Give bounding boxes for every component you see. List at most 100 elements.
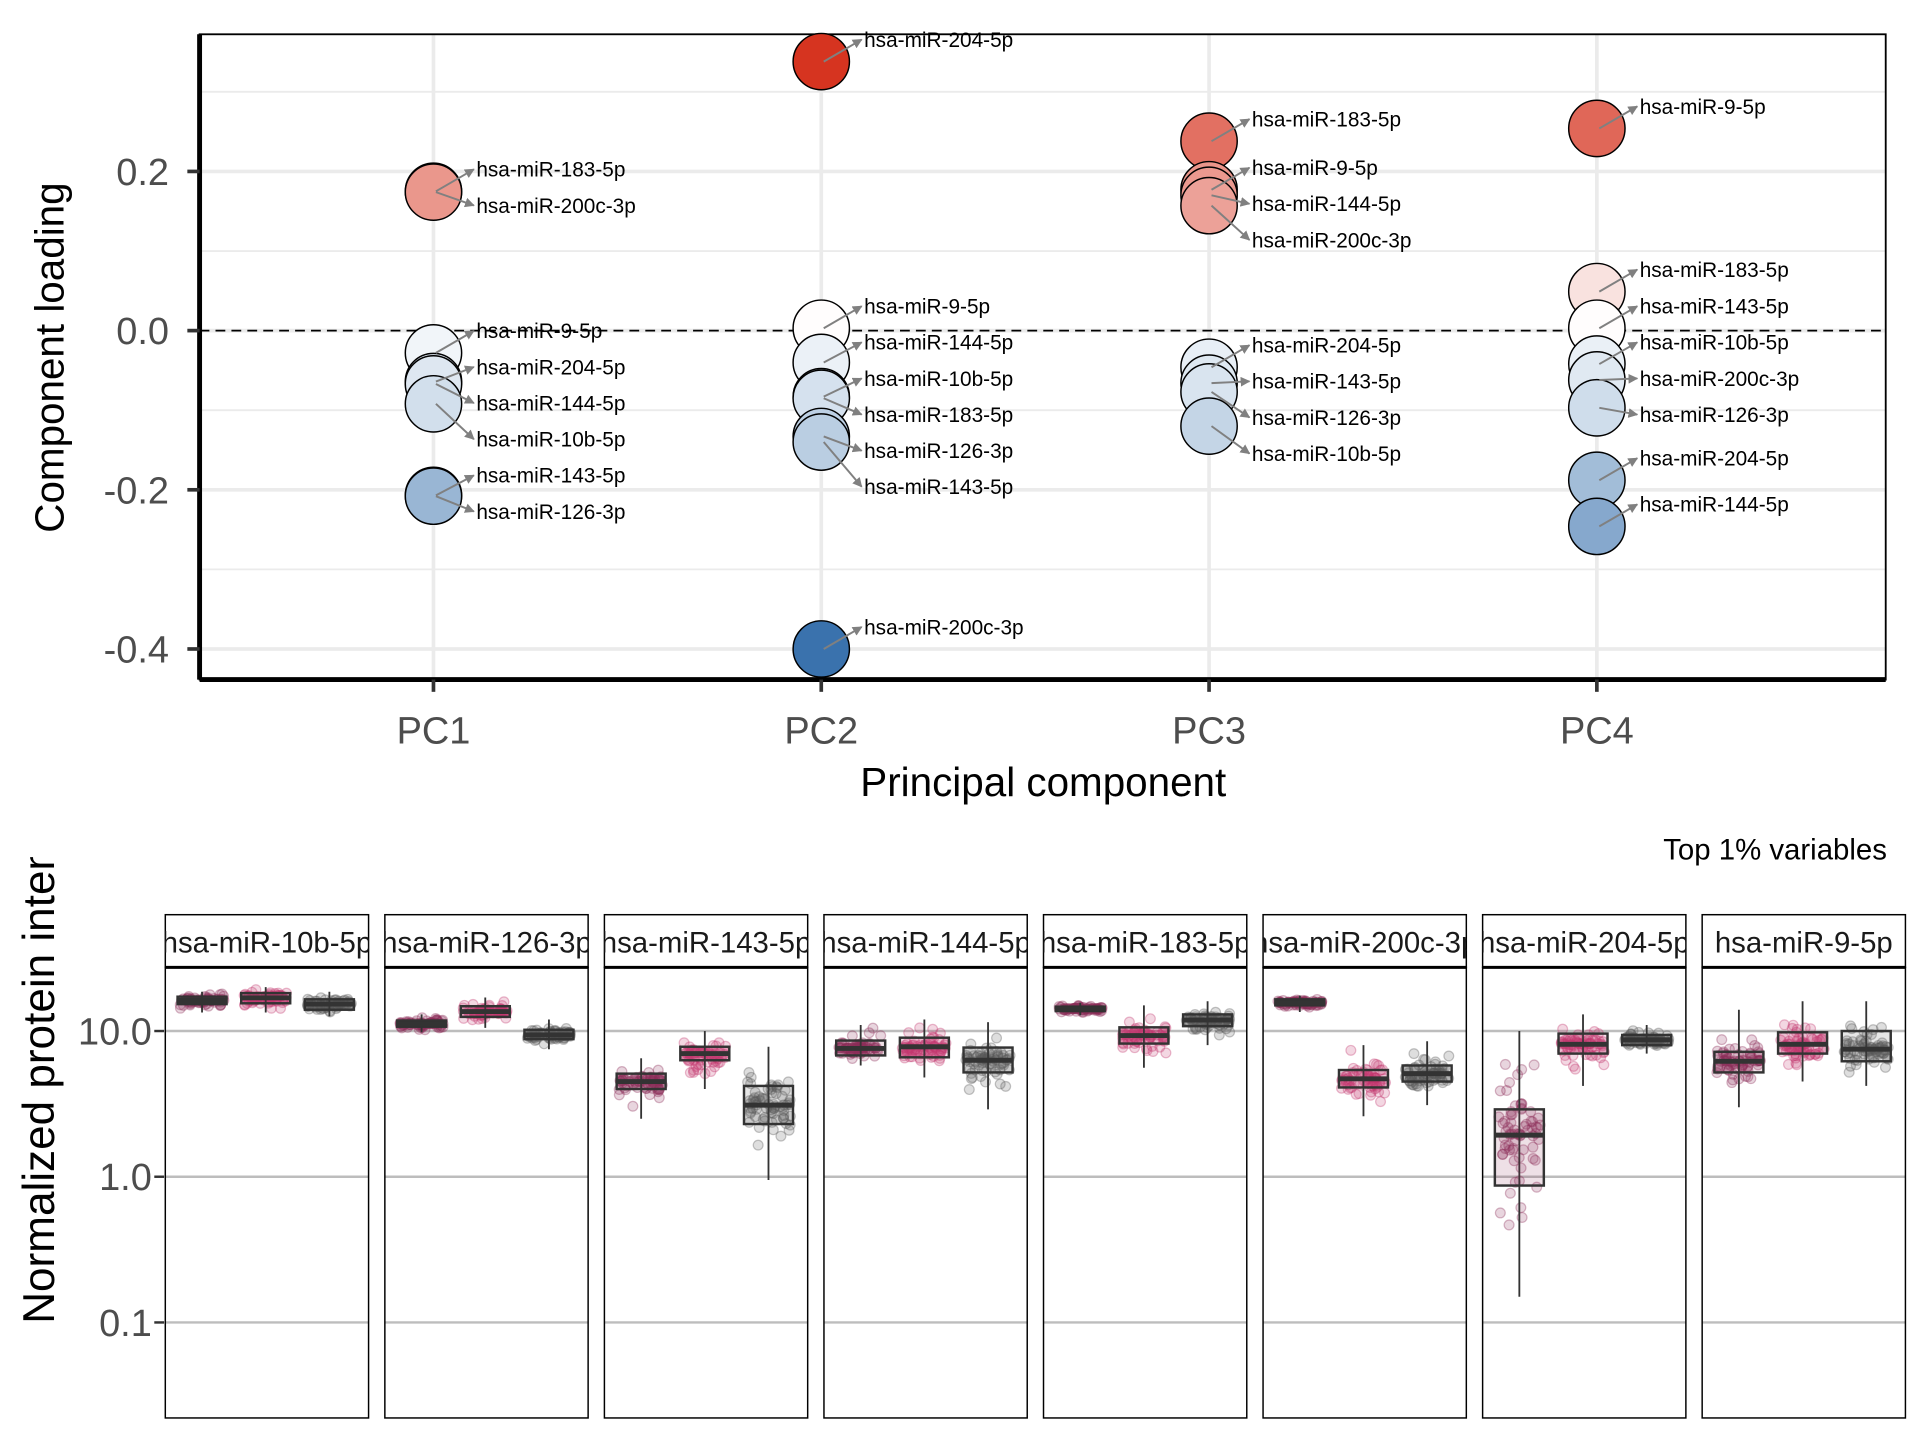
jitter-point	[1782, 1058, 1794, 1070]
jitter-point	[778, 1109, 790, 1121]
label-arrow	[435, 330, 475, 354]
jitter-point	[966, 1071, 978, 1083]
jitter-point	[1787, 1019, 1799, 1031]
label-arrow	[1598, 268, 1639, 293]
loading-point	[1180, 397, 1238, 456]
jitter-point	[1598, 1059, 1610, 1071]
y-tick-label: 0.0	[116, 311, 169, 353]
facet-hsa-miR-9-5p: hsa-miR-9-5p	[1701, 913, 1907, 1419]
facet-panel-content	[1493, 1014, 1675, 1297]
facet-strip-label: hsa-miR-143-5p	[601, 927, 812, 960]
jitter-point	[1746, 1034, 1758, 1046]
point-label: hsa-miR-143-5p	[1640, 296, 1789, 319]
jitter-point	[776, 1090, 788, 1102]
jitter-point	[653, 1092, 665, 1104]
facet-strip-label: hsa-miR-10b-5p	[162, 927, 373, 960]
x-tick-label: PC1	[397, 710, 471, 752]
point-label: hsa-miR-144-5p	[1252, 193, 1401, 216]
jitter-point	[749, 1111, 761, 1123]
jitter-point	[863, 1027, 875, 1039]
jitter-point	[1507, 1142, 1519, 1154]
jitter-point	[1527, 1141, 1539, 1153]
label-arrow	[1598, 341, 1639, 365]
jitter-point	[1503, 1140, 1515, 1152]
label-arrow	[1210, 391, 1251, 419]
point-label: hsa-miR-200c-3p	[864, 616, 1024, 639]
jitter-point	[1504, 1144, 1516, 1156]
point-label: hsa-miR-200c-3p	[1252, 229, 1412, 252]
loading-x-axis-title: Principal component	[860, 759, 1226, 805]
facet-strip	[603, 913, 809, 969]
point-label: hsa-miR-126-3p	[864, 440, 1013, 463]
jitter-point	[1525, 1115, 1537, 1127]
jitter-point	[846, 1030, 858, 1042]
jitter-point	[783, 1124, 795, 1136]
facet-strip	[823, 913, 1028, 969]
jitter-point	[1213, 1029, 1225, 1041]
loading-point	[1567, 99, 1626, 158]
jitter-point	[1504, 1187, 1516, 1199]
facet-panel-border	[164, 966, 370, 1419]
facet-panel-content	[613, 1031, 796, 1180]
jitter-point	[1503, 1219, 1515, 1231]
jitter-point	[1368, 1058, 1380, 1070]
facet-strip	[384, 913, 589, 969]
label-arrow	[823, 626, 863, 650]
jitter-point	[965, 1073, 977, 1085]
jitter-point	[1443, 1050, 1455, 1062]
jitter-point	[1517, 1144, 1529, 1156]
jitter-point	[1847, 1036, 1859, 1048]
jitter-point	[766, 1087, 778, 1099]
jitter-point	[867, 1022, 879, 1034]
boxplot-y-axis-title: Normalized protein intensities	[15, 746, 64, 1324]
jitter-point	[705, 1065, 717, 1077]
jitter-point	[1497, 1117, 1509, 1129]
jitter-point	[903, 1027, 915, 1039]
point-label: hsa-miR-204-5p	[1640, 448, 1789, 471]
loading-point	[792, 620, 851, 678]
label-arrow	[1598, 105, 1639, 130]
point-label: hsa-miR-126-3p	[1640, 404, 1789, 427]
label-arrow	[435, 474, 475, 497]
point-label: hsa-miR-143-5p	[864, 476, 1013, 499]
facet-panel-border	[1701, 966, 1907, 1419]
loading-point	[404, 163, 463, 222]
point-label: hsa-miR-204-5p	[476, 356, 625, 379]
label-arrow	[1599, 406, 1639, 418]
jitter-point	[1144, 1013, 1156, 1025]
label-arrow	[1210, 425, 1251, 455]
jitter-point	[1000, 1080, 1012, 1092]
jitter-point	[1408, 1048, 1420, 1060]
jitter-point	[1528, 1059, 1540, 1071]
point-label: hsa-miR-9-5p	[1252, 157, 1378, 180]
label-arrow	[823, 377, 863, 398]
loading-point	[404, 467, 463, 526]
point-label: hsa-miR-143-5p	[476, 465, 625, 488]
y-tick-label: 1.0	[99, 1157, 152, 1199]
jitter-point	[1527, 1153, 1539, 1165]
y-tick-label: 0.1	[99, 1303, 152, 1345]
facet-strip-label: hsa-miR-9-5p	[1715, 927, 1893, 960]
jitter-point	[1494, 1085, 1506, 1097]
facet-hsa-miR-204-5p: hsa-miR-204-5p	[1481, 913, 1687, 1419]
jitter-point	[690, 1060, 702, 1072]
point-label: hsa-miR-144-5p	[476, 392, 625, 415]
jitter-point	[1515, 1202, 1527, 1214]
jitter-point	[749, 1086, 761, 1098]
jitter-point	[1507, 1144, 1519, 1156]
facet-panel-content	[1053, 999, 1236, 1068]
jitter-point	[1726, 1077, 1738, 1089]
point-label: hsa-miR-10b-5p	[476, 429, 625, 452]
label-arrow	[822, 441, 863, 488]
boxplot-title: Top 1% variables	[1663, 834, 1887, 867]
label-arrow	[1598, 457, 1639, 482]
point-label: hsa-miR-204-5p	[864, 29, 1013, 52]
jitter-point	[1567, 1060, 1580, 1072]
jitter-point	[770, 1088, 782, 1100]
loading-y-axis-title: Component loading	[27, 182, 73, 532]
facet-panel-content	[394, 996, 576, 1050]
jitter-point	[1778, 1019, 1790, 1031]
jitter-point	[1350, 1088, 1362, 1100]
x-tick-label: PC2	[784, 710, 858, 752]
point-label: hsa-miR-183-5p	[1252, 108, 1401, 131]
